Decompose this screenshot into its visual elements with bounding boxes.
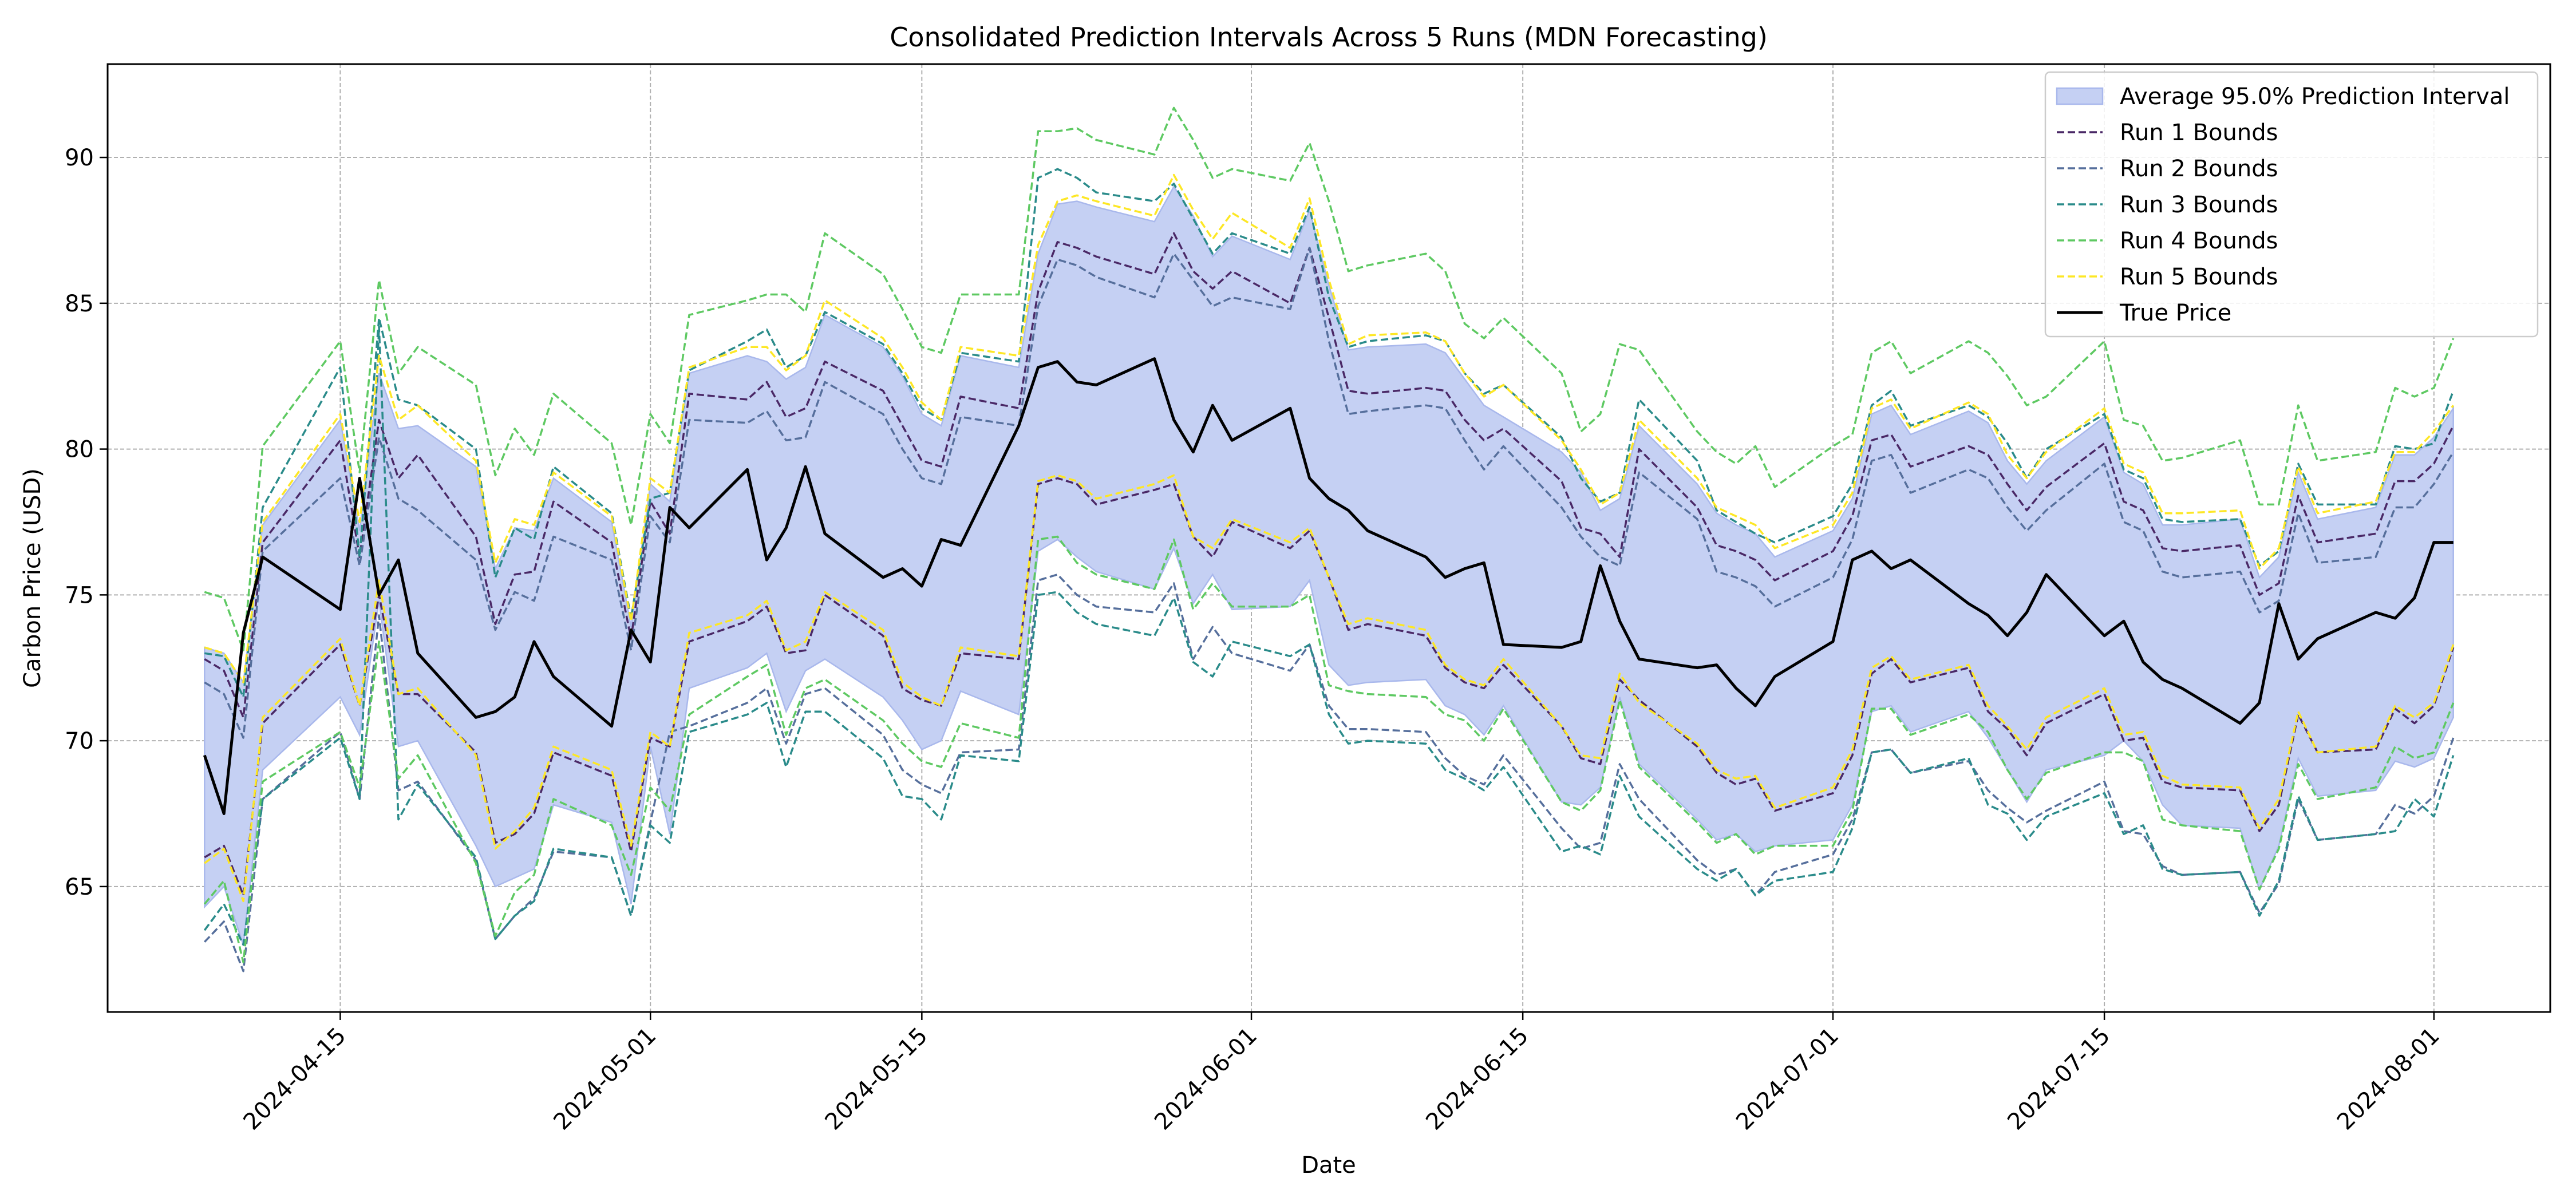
x-axis-label: Date (1301, 1152, 1356, 1179)
legend-label-average-95-0-prediction-interval: Average 95.0% Prediction Interval (2120, 84, 2510, 110)
run-bounds-lines (203, 106, 2455, 972)
true-price-line-group (203, 357, 2453, 815)
legend-swatch-average-95-0-prediction-interval (2056, 87, 2104, 105)
y-tick-label: 65 (65, 874, 94, 900)
y-axis-label: Carbon Price (USD) (19, 468, 46, 688)
y-tick-label: 70 (65, 728, 94, 754)
run-4-bounds (203, 106, 2455, 964)
run-5-bounds (204, 173, 2455, 903)
y-tick-label: 80 (65, 437, 94, 463)
legend-label-run-5-bounds: Run 5 Bounds (2120, 264, 2278, 290)
run-4-upper-bound-line (204, 106, 2455, 651)
run-1-upper-bound-line (204, 232, 2455, 719)
y-tick-label: 75 (65, 582, 94, 608)
legend-label-true-price: True Price (2119, 300, 2231, 326)
run-3-bounds (203, 168, 2455, 946)
legend: Average 95.0% Prediction Interval Run 1 B… (2044, 71, 2539, 338)
legend-box (2044, 71, 2539, 338)
legend-label-run-1-bounds: Run 1 Bounds (2120, 120, 2278, 146)
run-4-lower-bound-line (203, 535, 2455, 964)
chart-title: Consolidated Prediction Intervals Across… (890, 22, 1768, 53)
y-tick-label: 90 (65, 145, 94, 171)
run-3-upper-bound-line (204, 168, 2455, 698)
run-2-upper-bound-line (204, 247, 2455, 739)
y-axis-ticks: 65 70 75 80 85 90 (65, 145, 108, 900)
legend-label-run-2-bounds: Run 2 Bounds (2120, 156, 2278, 182)
legend-label-run-4-bounds: Run 4 Bounds (2120, 228, 2278, 254)
plot-area-frame (106, 63, 2551, 1013)
y-tick-label: 85 (65, 291, 94, 317)
run-5-upper-bound-line (204, 173, 2455, 683)
run-5-lower-bound-line (204, 474, 2455, 903)
legend-label-run-3-bounds: Run 3 Bounds (2120, 192, 2278, 218)
true-price-line (203, 357, 2453, 815)
run-1-bounds (204, 232, 2455, 896)
run-3-lower-bound-line (203, 325, 2455, 946)
